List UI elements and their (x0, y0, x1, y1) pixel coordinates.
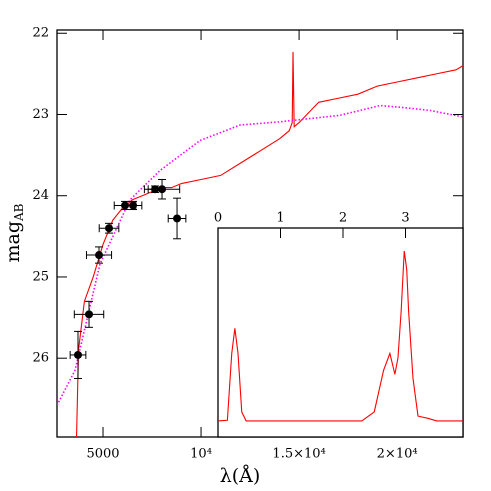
y-axis-label-sub: AB (12, 203, 26, 222)
plot-content (218, 250, 463, 422)
x-tick-label: 5000 (86, 447, 119, 462)
y-tick-label: 25 (32, 269, 49, 284)
x-tick-label: 0 (214, 211, 222, 226)
y-tick-label: 26 (32, 351, 49, 366)
spectrum-line (75, 51, 463, 437)
y-axis-label-main: mag (2, 221, 24, 263)
data-point (95, 251, 104, 260)
data-point (129, 201, 138, 210)
data-point (105, 224, 114, 233)
plot-content (57, 51, 463, 437)
x-tick-label: 1.5×10⁴ (272, 447, 325, 462)
data-point (85, 310, 94, 319)
y-tick-label: 22 (32, 26, 49, 41)
x-axis-label: λ(Å) (220, 465, 261, 487)
x-tick-label: 2×10⁴ (377, 447, 418, 462)
spectrum-line (57, 104, 463, 406)
y-axis-label: magAB (2, 203, 26, 262)
y-tick-label: 24 (32, 188, 49, 203)
data-point (73, 350, 82, 359)
plot-area (217, 227, 464, 438)
x-tick-label: 3 (401, 211, 409, 226)
y-tick-label: 23 (32, 107, 49, 122)
data-point (173, 214, 182, 223)
x-tick-label: 1 (276, 211, 284, 226)
data-point (158, 185, 167, 194)
x-tick-label: 10⁴ (190, 447, 212, 462)
x-tick-label: 2 (339, 211, 347, 226)
spectrum-line (218, 250, 463, 422)
